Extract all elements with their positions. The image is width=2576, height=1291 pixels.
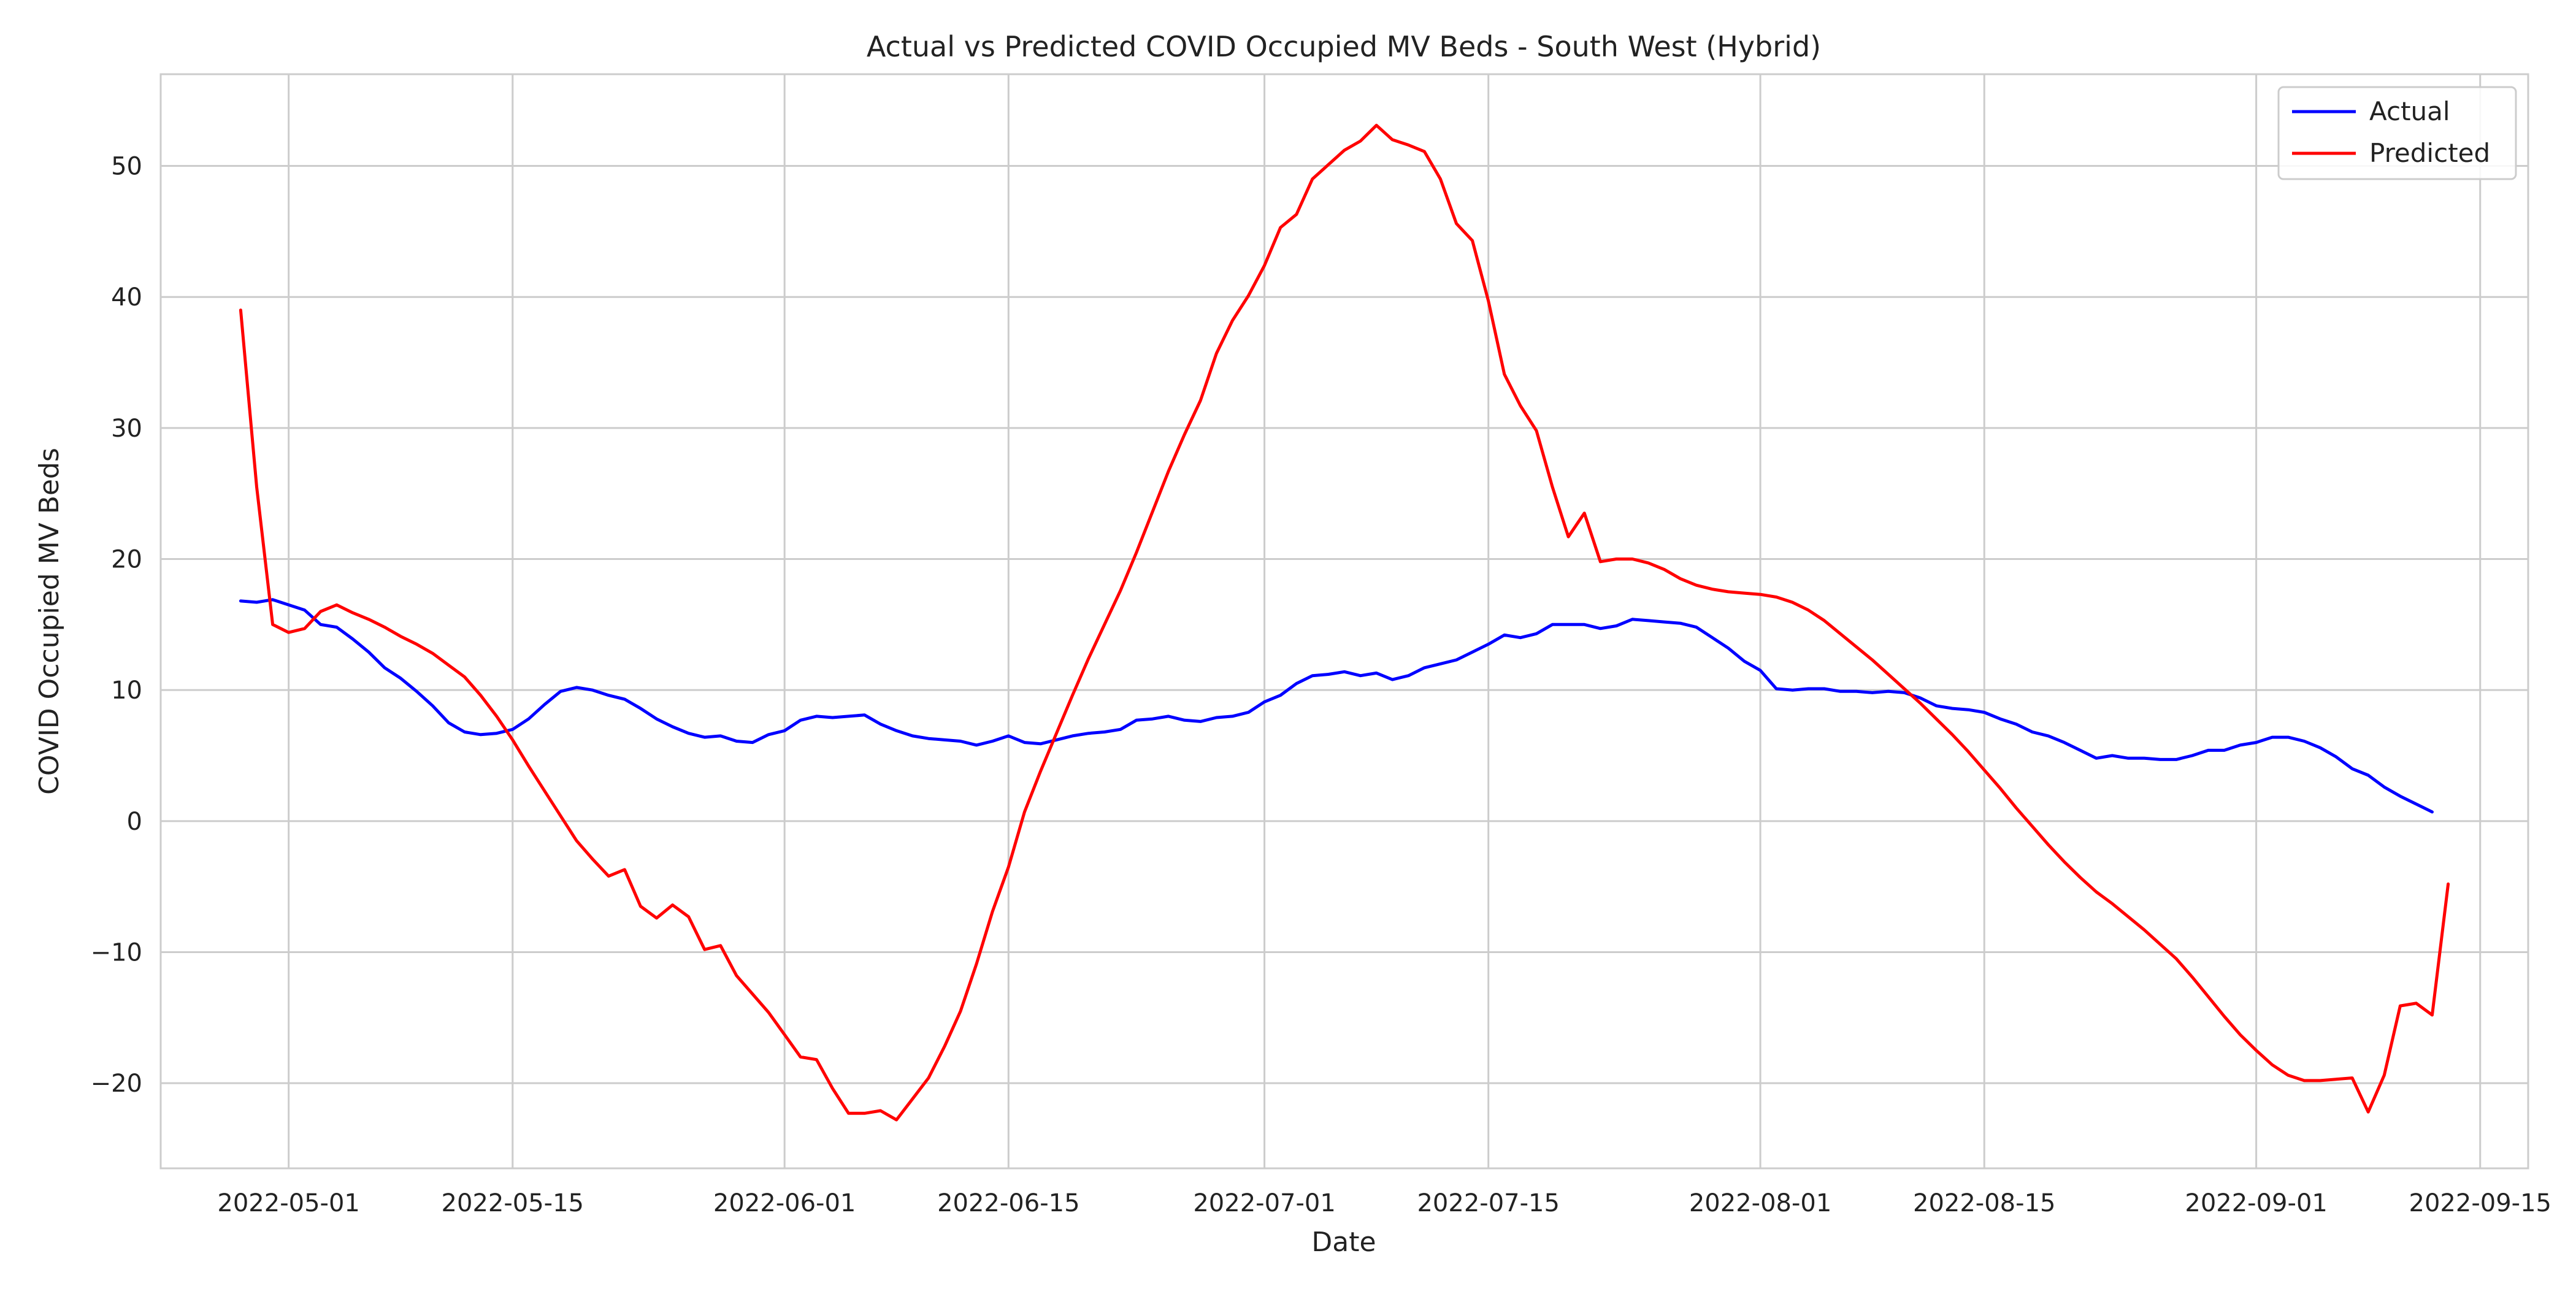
x-tick-label: 2022-08-15 [1913,1189,2055,1217]
x-tick-label: 2022-06-01 [713,1189,856,1217]
y-tick-label: 30 [111,415,142,443]
x-tick-label: 2022-09-01 [2185,1189,2327,1217]
plot-area-frame [159,73,2529,1170]
legend-label-predicted: Predicted [2369,138,2490,168]
x-tick-label: 2022-07-01 [1193,1189,1335,1217]
x-tick-label: 2022-07-15 [1417,1189,1559,1217]
y-tick-label: 50 [111,153,142,181]
chart-title: Actual vs Predicted COVID Occupied MV Be… [867,30,1821,63]
x-tick-label: 2022-05-01 [217,1189,359,1217]
y-tick-label: −10 [91,938,142,967]
series-lines [239,123,2450,1122]
tick-labels: 2022-05-01 2022-05-15 2022-06-01 2022-06-15… [91,153,2551,1217]
y-tick-label: 10 [111,676,142,705]
x-tick-label: 2022-06-15 [937,1189,1079,1217]
series-line-actual [239,598,2434,814]
x-tick-label: 2022-09-15 [2409,1189,2551,1217]
y-axis-label: COVID Occupied MV Beds [34,448,65,795]
y-tick-label: −20 [91,1070,142,1098]
y-tick-label: 0 [127,808,142,836]
legend-label-actual: Actual [2369,96,2450,126]
y-tick-label: 40 [111,283,142,312]
x-axis-label: Date [1311,1227,1376,1258]
grid-lines [161,74,2528,1168]
x-tick-label: 2022-08-01 [1689,1189,1831,1217]
x-tick-label: 2022-05-15 [442,1189,584,1217]
y-tick-label: 20 [111,546,142,574]
series-line-predicted [239,123,2450,1122]
legend: Actual Predicted [2277,86,2517,180]
